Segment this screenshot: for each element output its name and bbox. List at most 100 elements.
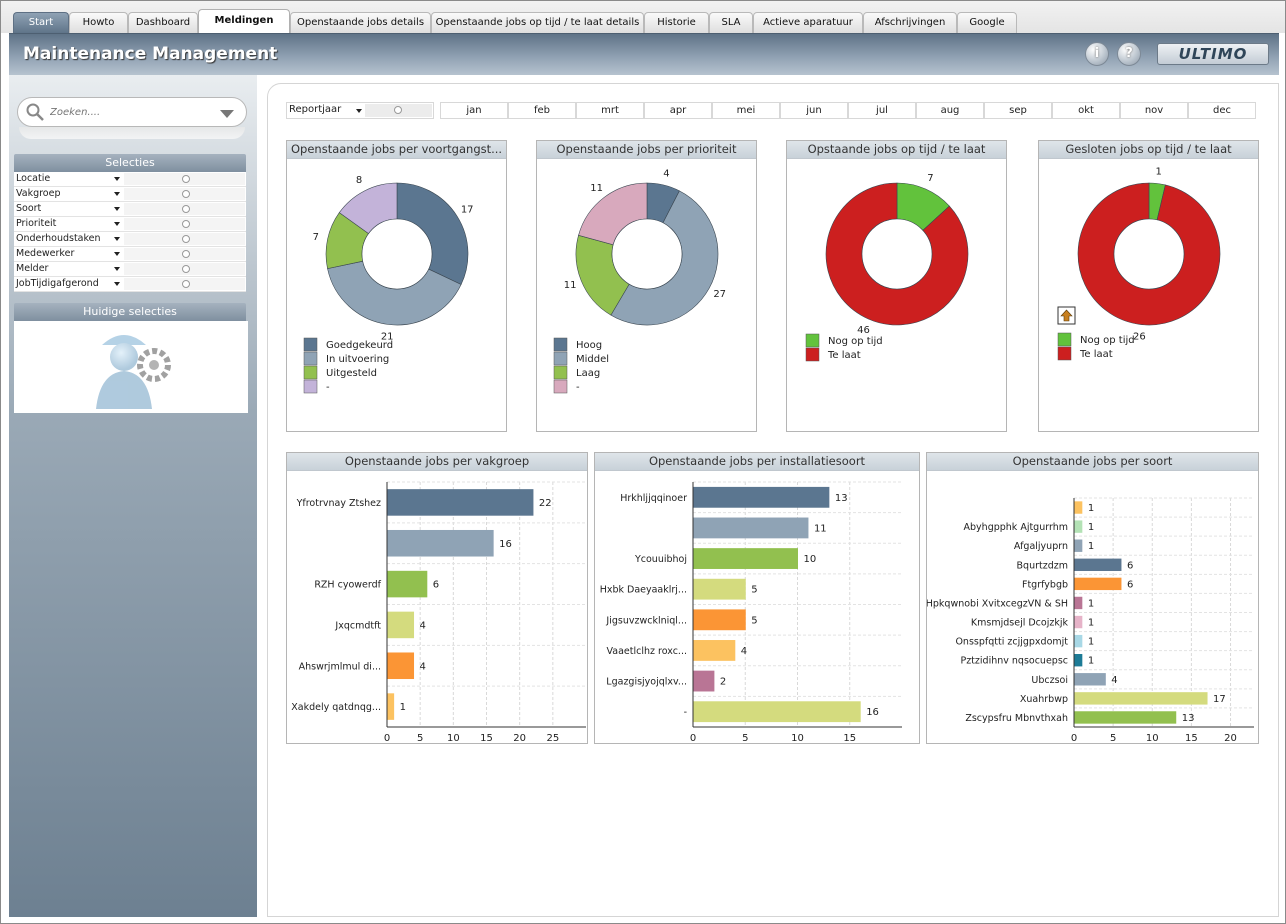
tab-meldingen[interactable]: Meldingen bbox=[198, 9, 290, 34]
month-nov[interactable]: nov bbox=[1120, 102, 1188, 119]
bar[interactable] bbox=[387, 611, 415, 639]
month-apr[interactable]: apr bbox=[644, 102, 712, 119]
selectie-label: Soort bbox=[16, 203, 42, 214]
selectie-row[interactable]: Vakgroep bbox=[14, 187, 246, 202]
selectie-dropdown-icon[interactable] bbox=[114, 252, 120, 256]
bar[interactable] bbox=[387, 570, 428, 598]
reportjaar-dropdown-icon[interactable] bbox=[356, 109, 362, 113]
selectie-search-icon[interactable] bbox=[182, 205, 190, 213]
bar[interactable] bbox=[387, 529, 494, 557]
selectie-search-icon[interactable] bbox=[182, 220, 190, 228]
reportjaar-selector[interactable]: Reportjaar bbox=[286, 102, 434, 119]
tab-sla[interactable]: SLA bbox=[709, 12, 753, 33]
bar[interactable] bbox=[1074, 634, 1083, 648]
month-aug[interactable]: aug bbox=[916, 102, 984, 119]
tab-actieve-aparatuur[interactable]: Actieve aparatuur bbox=[753, 12, 863, 33]
bar[interactable] bbox=[1074, 692, 1208, 705]
selectie-row[interactable]: JobTijdigafgerond bbox=[14, 277, 246, 292]
selectie-search-icon[interactable] bbox=[182, 175, 190, 183]
bar[interactable] bbox=[1074, 577, 1122, 591]
bar[interactable] bbox=[1074, 654, 1083, 667]
export-arrow-icon[interactable] bbox=[1057, 306, 1076, 325]
donut-hole bbox=[361, 218, 433, 290]
legend-label: Nog op tijd bbox=[1080, 335, 1135, 346]
selectie-search-icon[interactable] bbox=[182, 190, 190, 198]
info-icon[interactable]: i bbox=[1085, 42, 1109, 66]
search-icon[interactable] bbox=[26, 103, 44, 121]
selectie-search-icon[interactable] bbox=[182, 235, 190, 243]
month-feb[interactable]: feb bbox=[508, 102, 576, 119]
category-label: Ycouuibhoj bbox=[634, 554, 687, 565]
bar[interactable] bbox=[387, 652, 415, 680]
selectie-dropdown-icon[interactable] bbox=[114, 192, 120, 196]
legend-label: Nog op tijd bbox=[828, 336, 883, 347]
month-mei[interactable]: mei bbox=[712, 102, 780, 119]
bar-value-label: 13 bbox=[1182, 713, 1195, 724]
category-label: Hxbk Daeyaaklrj... bbox=[600, 585, 687, 596]
bar[interactable] bbox=[693, 486, 830, 508]
bar[interactable] bbox=[1074, 596, 1083, 610]
help-icon[interactable]: ? bbox=[1117, 42, 1141, 66]
legend-swatch bbox=[805, 333, 820, 348]
bar[interactable] bbox=[1074, 558, 1122, 571]
month-sep[interactable]: sep bbox=[984, 102, 1052, 119]
legend-label: - bbox=[576, 382, 580, 393]
selectie-search-icon[interactable] bbox=[182, 265, 190, 273]
tab-google[interactable]: Google bbox=[957, 12, 1017, 33]
selectie-dropdown-icon[interactable] bbox=[114, 237, 120, 241]
bar[interactable] bbox=[1074, 520, 1083, 533]
selectie-search-icon[interactable] bbox=[182, 250, 190, 258]
bar[interactable] bbox=[693, 701, 861, 723]
bar[interactable] bbox=[693, 609, 746, 631]
tab-historie[interactable]: Historie bbox=[644, 12, 709, 33]
tab-op-tijd-te-laat-details[interactable]: Openstaande jobs op tijd / te laat detai… bbox=[431, 12, 644, 33]
selectie-dropdown-icon[interactable] bbox=[114, 222, 120, 226]
bar[interactable] bbox=[1074, 673, 1106, 686]
selectie-row[interactable]: Soort bbox=[14, 202, 246, 217]
tab-openstaande-jobs-details[interactable]: Openstaande jobs details bbox=[290, 12, 431, 33]
bar[interactable] bbox=[1074, 711, 1177, 724]
bar[interactable] bbox=[693, 670, 715, 692]
pie-value-label: 11 bbox=[564, 280, 577, 291]
month-mrt[interactable]: mrt bbox=[576, 102, 644, 119]
month-jan[interactable]: jan bbox=[440, 102, 508, 119]
selecties-list: Locatie Vakgroep Soort Prioriteit Onderhouds… bbox=[14, 172, 246, 292]
month-dec[interactable]: dec bbox=[1188, 102, 1256, 119]
tab-dashboard[interactable]: Dashboard bbox=[128, 12, 198, 33]
selectie-dropdown-icon[interactable] bbox=[114, 267, 120, 271]
bar-value-label: 4 bbox=[741, 646, 747, 657]
bar[interactable] bbox=[387, 693, 395, 720]
bar[interactable] bbox=[1074, 501, 1083, 514]
month-okt[interactable]: okt bbox=[1052, 102, 1120, 119]
bar[interactable] bbox=[1074, 615, 1083, 629]
bar[interactable] bbox=[693, 578, 746, 600]
month-jul[interactable]: jul bbox=[848, 102, 916, 119]
category-label: Ahswrjmlmul di... bbox=[299, 661, 381, 672]
bar[interactable] bbox=[693, 640, 736, 661]
legend-swatch bbox=[1057, 346, 1072, 361]
selectie-row[interactable]: Melder bbox=[14, 262, 246, 277]
selectie-row[interactable]: Prioriteit bbox=[14, 217, 246, 232]
search-dropdown-icon[interactable] bbox=[220, 110, 234, 118]
tab-start[interactable]: Start bbox=[13, 12, 69, 33]
month-jun[interactable]: jun bbox=[780, 102, 848, 119]
search-input[interactable] bbox=[50, 104, 210, 120]
bar[interactable] bbox=[693, 548, 799, 569]
pie-value-label: 1 bbox=[1155, 167, 1161, 178]
selectie-row[interactable]: Medewerker bbox=[14, 247, 246, 262]
bar[interactable] bbox=[693, 517, 809, 539]
selectie-dropdown-icon[interactable] bbox=[114, 282, 120, 286]
selectie-row[interactable]: Onderhoudstaken bbox=[14, 232, 246, 247]
bar[interactable] bbox=[387, 489, 534, 516]
bar[interactable] bbox=[1074, 539, 1083, 552]
selectie-dropdown-icon[interactable] bbox=[114, 207, 120, 211]
selectie-dropdown-icon[interactable] bbox=[114, 177, 120, 181]
pie-value-label: 26 bbox=[1133, 331, 1146, 342]
tab-afschrijvingen[interactable]: Afschrijvingen bbox=[863, 12, 957, 33]
tab-howto[interactable]: Howto bbox=[69, 12, 128, 33]
reportjaar-search-icon[interactable] bbox=[394, 106, 402, 114]
selectie-label: Locatie bbox=[16, 173, 51, 184]
selectie-row[interactable]: Locatie bbox=[14, 172, 246, 187]
legend-label: In uitvoering bbox=[326, 354, 389, 365]
selectie-search-icon[interactable] bbox=[182, 280, 190, 288]
